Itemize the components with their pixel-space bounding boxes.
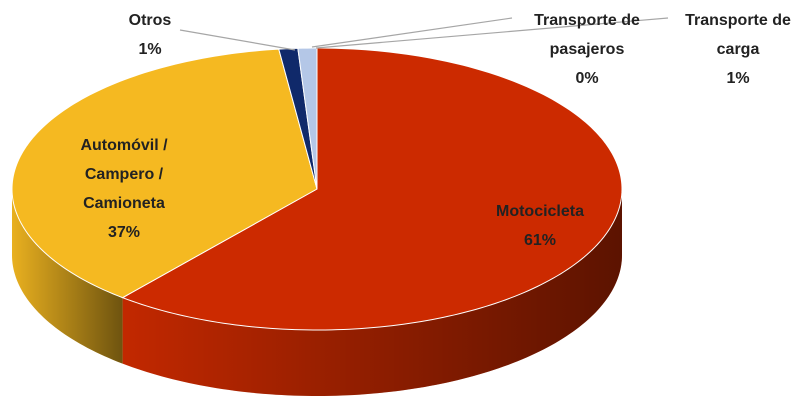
pie-slice-side-shade [12,189,123,364]
data-label: Otros 1% [90,6,210,64]
value-label: 37% [107,224,141,241]
pie [11,47,623,396]
leader-line [315,17,669,49]
pie-slice [11,48,318,299]
data-label: Transporte de carga 1% [668,6,806,93]
data-label: Transporte de pasajeros 0% [512,6,662,93]
data-label: Automóvil / Campero / Camioneta 37% [60,131,188,247]
value-label: 1% [138,41,162,58]
value-label: 1% [726,70,750,87]
value-label: 61% [523,232,557,249]
leader-line [311,17,513,48]
pie-slice-side-shade [122,189,622,396]
category-label: Automóvil / Campero / Camioneta [80,137,168,212]
pie-slice [121,47,623,331]
category-label: Otros [128,12,172,29]
leader-lines [179,17,669,51]
value-label: 0% [575,70,599,87]
category-label: Motocicleta [495,203,584,220]
category-label: Transporte de pasajeros [534,12,640,58]
data-label: Motocicleta 61% [470,197,610,255]
leader-line [179,29,296,51]
category-label: Transporte de carga [685,12,791,58]
